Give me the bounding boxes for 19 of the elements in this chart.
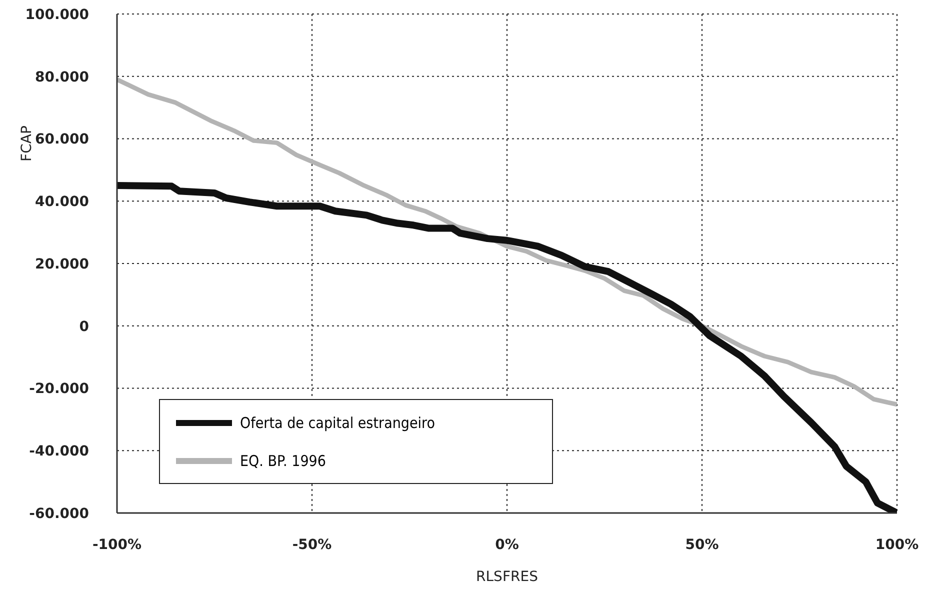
y-axis-title: FCAP — [18, 126, 35, 162]
y-tick-label: 80.000 — [34, 69, 90, 86]
y-tick-label: -40.000 — [29, 444, 90, 460]
x-axis-title: RLSFRES — [476, 569, 538, 585]
x-tick-label: -100% — [92, 536, 142, 553]
legend-label: Oferta de capital estrangeiro — [240, 414, 436, 432]
y-tick-label: -20.000 — [29, 381, 90, 398]
x-tick-label: 100% — [875, 536, 919, 553]
x-tick-label: 50% — [685, 536, 719, 553]
y-tick-label: 100.000 — [25, 6, 90, 23]
y-tick-label: 0 — [79, 318, 90, 335]
legend-label: EQ. BP. 1996 — [240, 452, 326, 470]
y-tick-label: 20.000 — [34, 256, 90, 272]
x-tick-label: 0% — [495, 536, 519, 553]
y-tick-label: 40.000 — [34, 194, 90, 210]
line-series — [117, 77, 897, 407]
y-tick-label: -60.000 — [29, 506, 90, 522]
y-tick-label: 60.000 — [34, 132, 90, 148]
x-tick-label: -50% — [292, 536, 332, 553]
